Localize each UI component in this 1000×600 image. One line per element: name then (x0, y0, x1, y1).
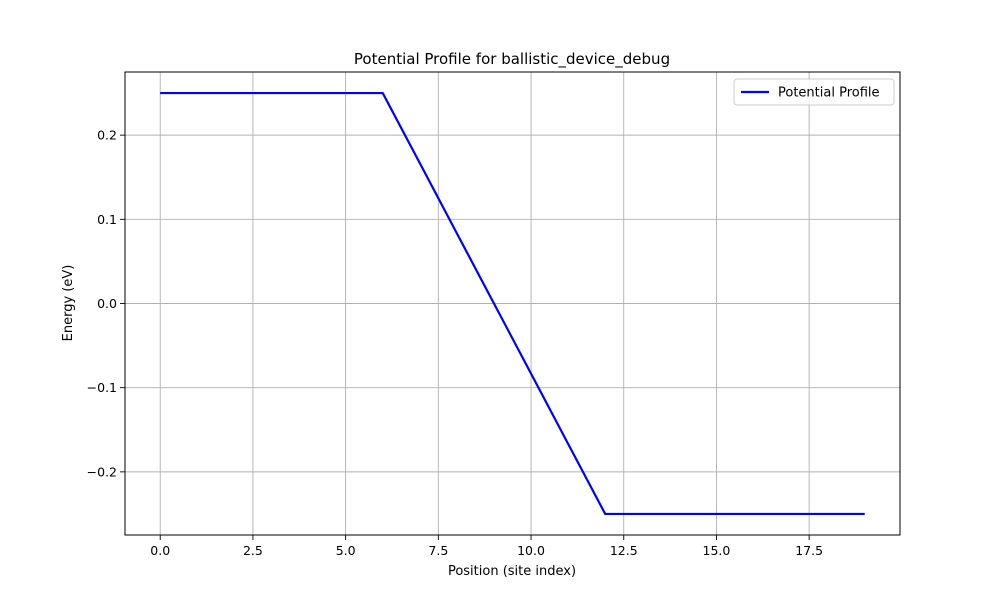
x-axis-label: Position (site index) (448, 564, 576, 579)
legend-label: Potential Profile (778, 86, 880, 101)
y-axis-label: Energy (eV) (61, 265, 76, 342)
y-tick-label: 0.2 (97, 128, 117, 143)
legend: Potential Profile (733, 78, 895, 106)
x-tick-label: 15.0 (703, 543, 731, 558)
x-tick-label: 0.0 (150, 543, 170, 558)
x-tick-label: 10.0 (517, 543, 545, 558)
y-axis-ticks: −0.2 −0.1 0.0 0.1 0.2 (87, 128, 125, 479)
x-tick-label: 17.5 (795, 543, 823, 558)
y-tick-label: −0.2 (87, 464, 117, 479)
x-axis-ticks: 0.0 2.5 5.0 7.5 10.0 12.5 15.0 17.5 (150, 535, 823, 558)
series-line (160, 91, 865, 516)
y-tick-label: 0.0 (97, 296, 117, 311)
legend-box (733, 78, 895, 106)
x-tick-label: 5.0 (336, 543, 356, 558)
grid (125, 72, 900, 535)
x-tick-label: 7.5 (428, 543, 448, 558)
chart-title: Potential Profile for ballistic_device_d… (354, 50, 670, 69)
series-layer (160, 91, 865, 516)
y-tick-label: 0.1 (97, 212, 117, 227)
y-tick-label: −0.1 (87, 380, 117, 395)
x-tick-label: 2.5 (243, 543, 263, 558)
x-tick-label: 12.5 (610, 543, 638, 558)
